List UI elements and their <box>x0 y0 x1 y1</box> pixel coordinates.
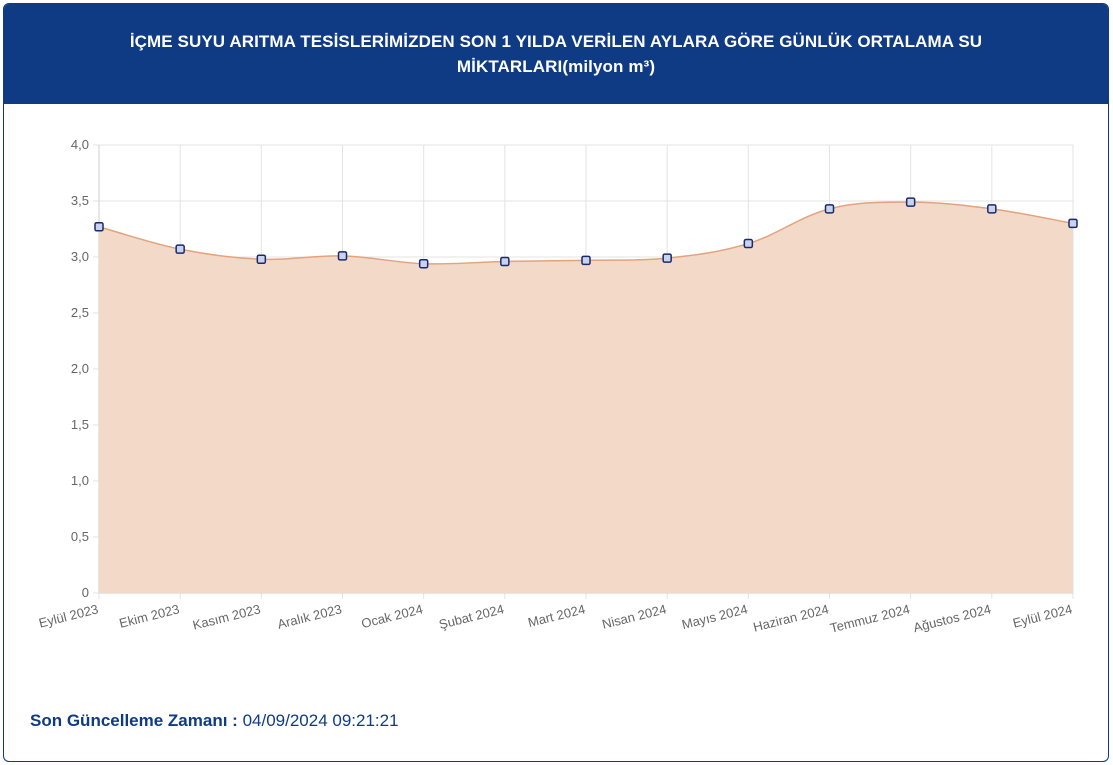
x-tick-label: Kasım 2023 <box>191 601 262 632</box>
x-tick-label: Ağustos 2024 <box>912 601 993 635</box>
y-tick-label: 0 <box>82 585 89 600</box>
chart-title: İÇME SUYU ARITMA TESİSLERİMİZDEN SON 1 Y… <box>130 29 982 79</box>
x-tick-label: Nisan 2024 <box>600 601 667 631</box>
data-point-9[interactable] <box>743 238 754 249</box>
x-tick-label: Eylül 2024 <box>1011 601 1074 630</box>
data-point-10[interactable] <box>824 204 835 214</box>
data-point-13[interactable] <box>1068 218 1078 229</box>
last-updated-label: Son Güncelleme Zamanı : <box>30 711 238 730</box>
data-point-4[interactable] <box>337 251 348 261</box>
y-tick-label: 3,5 <box>71 193 89 208</box>
last-updated-value: 04/09/2024 09:21:21 <box>242 711 399 730</box>
data-point-8[interactable] <box>662 253 672 263</box>
data-point-7[interactable] <box>581 255 591 266</box>
data-markers <box>94 197 1078 269</box>
x-tick-label: Mart 2024 <box>526 601 586 630</box>
chart-card: İÇME SUYU ARITMA TESİSLERİMİZDEN SON 1 Y… <box>3 3 1109 762</box>
x-tick-label: Eylül 2023 <box>37 601 100 630</box>
x-tick-label: Şubat 2024 <box>437 601 505 632</box>
x-tick-label: Mayıs 2024 <box>680 601 749 632</box>
data-point-6[interactable] <box>500 256 510 267</box>
x-axis-ticks: Eylül 2023 Ekim 2023 Kasım 2023 Aralık 2023… <box>37 601 1074 635</box>
x-tick-label: Aralık 2023 <box>276 601 343 631</box>
chart-title-line1: İÇME SUYU ARITMA TESİSLERİMİZDEN SON 1 Y… <box>129 32 983 51</box>
x-tick-label: Haziran 2024 <box>752 601 831 634</box>
data-point-11[interactable] <box>905 197 916 207</box>
data-point-3[interactable] <box>256 254 267 264</box>
y-tick-label: 2,5 <box>71 305 89 320</box>
chart-title-line2: MİKTARLARI(milyon m³) <box>456 57 656 76</box>
y-tick-label: 4,0 <box>71 137 89 152</box>
chart-area: 0 0,5 1,0 1,5 2,0 2,5 3,0 3,5 4,0 Eylül 2023 Ekim… <box>4 105 1108 665</box>
data-point-12[interactable] <box>987 204 997 214</box>
y-tick-label: 2,0 <box>71 361 89 376</box>
y-axis-ticks: 0 0,5 1,0 1,5 2,0 2,5 3,0 3,5 4,0 <box>71 137 89 600</box>
line-area-chart: 0 0,5 1,0 1,5 2,0 2,5 3,0 3,5 4,0 Eylül 2023 Ekim… <box>37 137 1078 636</box>
last-updated: Son Güncelleme Zamanı : 04/09/2024 09:21… <box>30 711 399 731</box>
area-fill <box>99 202 1073 593</box>
y-tick-label: 1,5 <box>71 417 89 432</box>
y-tick-label: 0,5 <box>71 529 89 544</box>
data-point-1[interactable] <box>94 222 104 232</box>
y-tick-label: 1,0 <box>71 473 89 488</box>
y-tick-label: 3,0 <box>71 249 89 264</box>
data-point-5[interactable] <box>418 258 429 269</box>
x-tick-label: Ekim 2023 <box>118 601 181 630</box>
x-tick-label: Temmuz 2024 <box>829 601 912 635</box>
chart-header: İÇME SUYU ARITMA TESİSLERİMİZDEN SON 1 Y… <box>4 4 1108 104</box>
x-tick-label: Ocak 2024 <box>360 601 425 631</box>
data-point-2[interactable] <box>175 244 185 254</box>
